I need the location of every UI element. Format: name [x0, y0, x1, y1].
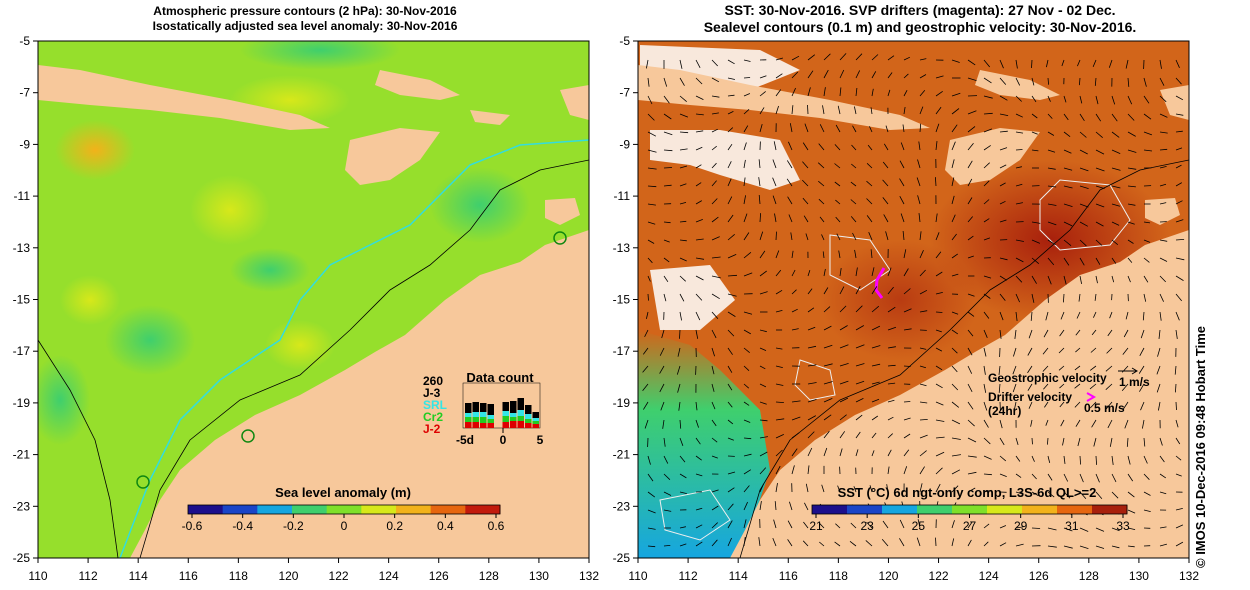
left-y-tick-label: -17	[13, 344, 31, 358]
right-map-title: SST: 30-Nov-2016. SVP drifters (magenta)…	[640, 2, 1200, 36]
drifter-label: Drifter velocity	[988, 390, 1072, 404]
right-title-line1: SST: 30-Nov-2016. SVP drifters (magenta)…	[724, 2, 1116, 18]
imos-credit-text: © IMOS 10-Dec-2016 09:48 Hobart Time	[1193, 326, 1208, 568]
right-map-axes: 110 112 114 116 118 120 122 124 126 128 130 132 -5 -7…	[613, 34, 1200, 583]
right-y-tick-label: -7	[619, 86, 630, 100]
sst-colorbar-tick-label: 27	[963, 519, 977, 533]
left-map-title: Atmospheric pressure contours (2 hPa): 3…	[110, 4, 500, 34]
data-count-source-label: J-2	[423, 422, 441, 436]
data-count-x-label: 5	[537, 433, 544, 447]
velocity-legend: Geostrophic velocity 1 m/s Drifter veloc…	[988, 367, 1150, 418]
left-x-tick-label: 126	[429, 569, 449, 583]
right-x-tick-label: 116	[779, 569, 798, 583]
right-y-tick-label: -19	[613, 396, 631, 410]
right-x-tick-label: 118	[829, 569, 848, 583]
sst-colorbar-tick-label: 21	[809, 519, 823, 533]
right-y-tick-label: -11	[614, 189, 631, 203]
left-y-tick-label: -5	[19, 34, 30, 48]
data-count-source-label: Cr2	[423, 410, 443, 424]
right-y-tick-label: -25	[613, 551, 631, 565]
sst-colorbar-tick-label: 29	[1014, 519, 1028, 533]
right-x-tick-label: 126	[1029, 569, 1049, 583]
left-y-tick-label: -19	[13, 396, 31, 410]
sla-colorbar-tick-label: -0.6	[182, 519, 203, 533]
left-y-tick-label: -15	[13, 293, 31, 307]
sst-colorbar: SST (°C) 6d ngt-only comp, L3S-6d QL>=2 …	[809, 485, 1130, 533]
drifter-scale: 0.5 m/s	[1084, 401, 1125, 415]
left-x-tick-label: 130	[529, 569, 549, 583]
right-y-tick-label: -15	[613, 293, 631, 307]
right-x-tick-label: 114	[729, 569, 748, 583]
drifter-arrow-icon	[1086, 392, 1097, 402]
sea-level-anomaly-map	[38, 41, 589, 558]
left-x-tick-label: 116	[179, 569, 198, 583]
right-x-tick-label: 122	[929, 569, 949, 583]
sla-colorbar-title: Sea level anomaly (m)	[275, 485, 411, 500]
right-y-tick-label: -5	[619, 34, 630, 48]
sla-colorbar-tick-label: -0.2	[283, 519, 304, 533]
left-x-tick-label: 128	[479, 569, 499, 583]
left-y-tick-label: -9	[19, 137, 30, 151]
left-x-tick-label: 114	[129, 569, 148, 583]
right-x-tick-label: 110	[628, 569, 647, 583]
right-x-tick-label: 128	[1079, 569, 1099, 583]
left-title-line2: Isostatically adjusted sea level anomaly…	[152, 19, 458, 33]
left-y-tick-label: -13	[13, 241, 31, 255]
data-count-source-label: J-3	[423, 386, 441, 400]
left-y-tick-label: -25	[13, 551, 31, 565]
right-x-tick-label: 132	[1179, 569, 1199, 583]
right-x-tick-label: 112	[679, 569, 698, 583]
sst-colorbar-tick-label: 25	[912, 519, 926, 533]
sla-colorbar-tick-label: -0.4	[232, 519, 253, 533]
sst-colorbar-tick-label: 31	[1065, 519, 1079, 533]
sst-colorbar-title: SST (°C) 6d ngt-only comp, L3S-6d QL>=2	[838, 485, 1097, 500]
sst-map	[638, 41, 1189, 558]
geostrophic-label: Geostrophic velocity	[988, 371, 1107, 385]
left-y-tick-label: -23	[13, 499, 31, 513]
sla-colorbar-tick-label: 0	[341, 519, 348, 533]
left-x-tick-label: 120	[278, 569, 298, 583]
data-count-max: 260	[423, 374, 443, 388]
right-x-tick-label: 124	[979, 569, 999, 583]
left-x-tick-label: 110	[28, 569, 47, 583]
left-y-tick-label: -21	[13, 448, 31, 462]
left-x-tick-label: 122	[329, 569, 349, 583]
sla-colorbar-tick-label: 0.6	[488, 519, 505, 533]
right-y-tick-label: -21	[613, 448, 631, 462]
left-map-axes: 110 112 114 116 118 120 122 124 126 128 130 132 -5 -7…	[13, 34, 600, 583]
drifter-label-24hr: (24hr)	[988, 404, 1021, 418]
data-count-title: Data count	[466, 370, 534, 385]
left-y-tick-label: -7	[19, 86, 30, 100]
sst-colorbar-tick-label: 23	[860, 519, 874, 533]
data-count-x-label: -5d	[456, 433, 474, 447]
data-count-source-label: SRL	[423, 398, 447, 412]
sla-colorbar: Sea level anomaly (m) -0.6 -0.4 -0.2 0 0.2 0.…	[182, 485, 505, 533]
drifter-track	[874, 267, 886, 299]
right-x-tick-label: 130	[1129, 569, 1149, 583]
right-title-line2: Sealevel contours (0.1 m) and geostrophi…	[703, 19, 1137, 35]
sst-colorbar-tick-label: 33	[1116, 519, 1130, 533]
geostrophic-scale: 1 m/s	[1119, 375, 1150, 389]
right-y-tick-label: -17	[613, 344, 631, 358]
left-x-tick-label: 124	[379, 569, 399, 583]
sla-colorbar-tick-label: 0.2	[386, 519, 403, 533]
left-title-line1: Atmospheric pressure contours (2 hPa): 3…	[153, 4, 457, 18]
left-x-tick-label: 118	[229, 569, 248, 583]
left-y-tick-label: -11	[14, 189, 31, 203]
data-count-x-label: 0	[500, 433, 507, 447]
right-x-tick-label: 120	[878, 569, 898, 583]
sla-colorbar-tick-label: 0.4	[437, 519, 454, 533]
left-x-tick-label: 112	[79, 569, 98, 583]
right-y-tick-label: -23	[613, 499, 631, 513]
right-y-tick-label: -13	[613, 241, 631, 255]
right-y-tick-label: -9	[619, 137, 630, 151]
left-x-tick-label: 132	[579, 569, 599, 583]
